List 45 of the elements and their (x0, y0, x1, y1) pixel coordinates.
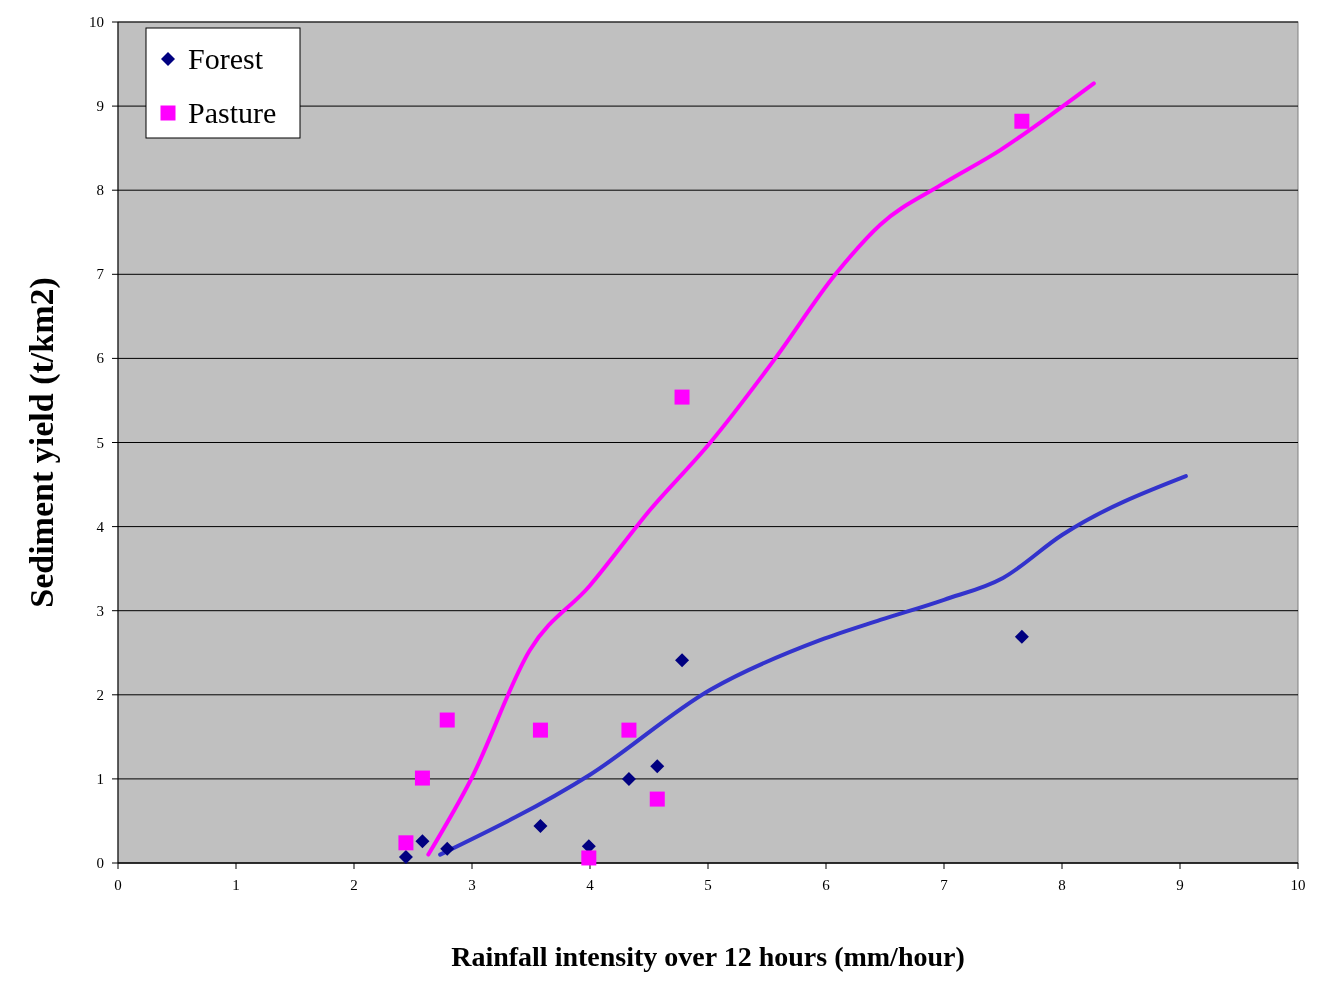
point (581, 850, 597, 866)
y-tick-label: 10 (89, 14, 104, 30)
legend-label: Pasture (188, 96, 277, 129)
y-tick-label: 9 (96, 98, 104, 115)
point (621, 771, 636, 786)
line-series (438, 474, 1188, 857)
x-tick-label: 0 (114, 877, 122, 893)
x-axis-title: Rainfall intensity over 12 hours (mm/hour) (451, 941, 965, 972)
point (532, 722, 548, 738)
point (675, 653, 690, 668)
point (439, 712, 455, 728)
point (440, 841, 455, 856)
point (621, 722, 637, 738)
x-tick-label: 3 (468, 877, 476, 893)
point (398, 835, 414, 851)
y-axis-title: Sediment yield (t/km2) (23, 277, 61, 608)
y-tick-label: 4 (96, 518, 105, 535)
point (415, 834, 430, 849)
y-tick-label: 8 (96, 182, 104, 199)
point (1014, 629, 1029, 644)
y-tick-label: 1 (96, 770, 104, 787)
point (649, 791, 665, 807)
x-tick-label: 10 (1290, 877, 1306, 893)
point (650, 759, 665, 774)
x-tick-label: 4 (586, 877, 595, 893)
legend-label: Forest (188, 42, 264, 75)
point (414, 770, 430, 786)
y-tick-label: 7 (96, 266, 105, 283)
point (674, 389, 690, 405)
y-tick-label: 2 (96, 686, 104, 703)
x-tick-label: 7 (940, 877, 949, 893)
y-tick-label: 6 (96, 350, 105, 367)
y-tick-label: 3 (96, 602, 104, 619)
x-tick-label: 2 (350, 877, 358, 893)
x-tick-label: 9 (1176, 877, 1184, 893)
y-tick-label: 5 (96, 434, 104, 451)
x-tick-label: 8 (1058, 877, 1066, 893)
line-series (426, 81, 1096, 857)
point (533, 819, 548, 833)
x-tick-label: 5 (704, 877, 712, 893)
x-tick-label: 6 (822, 877, 831, 893)
y-tick-label: 0 (96, 855, 104, 871)
point (1014, 113, 1030, 129)
x-tick-label: 1 (232, 877, 240, 893)
point (398, 850, 413, 865)
